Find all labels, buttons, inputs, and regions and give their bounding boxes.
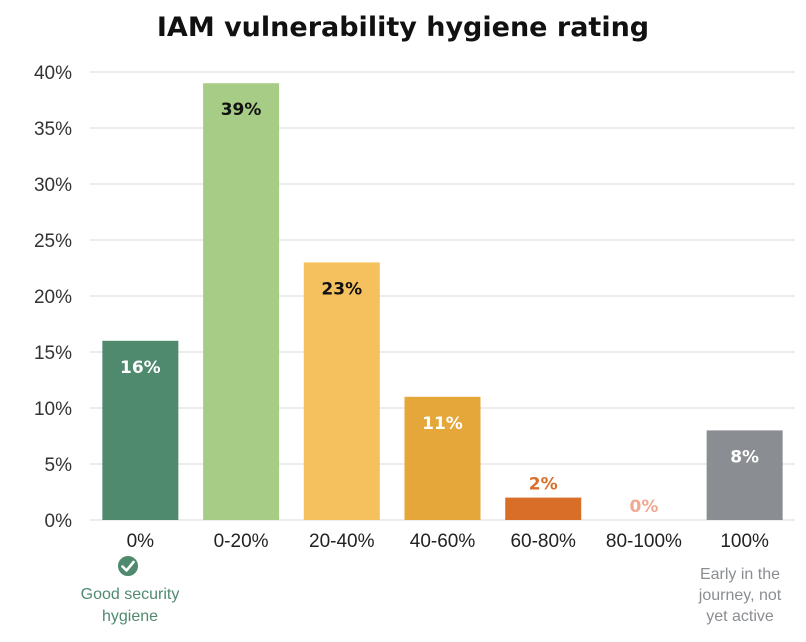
bar <box>706 430 783 520</box>
y-tick-label: 15% <box>34 343 72 364</box>
y-tick-label: 35% <box>34 119 72 140</box>
bar <box>404 396 481 520</box>
x-category-label: 100% <box>720 531 769 552</box>
y-axis-ticks: 0% 5% 10% 15% 20% 25% 30% 35% 40% <box>34 63 72 532</box>
y-tick-label: 20% <box>34 287 72 308</box>
value-label: 0% <box>629 497 658 517</box>
x-category-label: 0-20% <box>214 531 269 552</box>
x-category-label: 80-100% <box>606 531 682 552</box>
value-label: 11% <box>422 414 463 434</box>
y-tick-label: 25% <box>34 231 72 252</box>
x-category-label: 20-40% <box>309 531 375 552</box>
y-tick-label: 30% <box>34 175 72 196</box>
x-category-label: 60-80% <box>510 531 576 552</box>
y-tick-label: 10% <box>34 399 72 420</box>
value-label: 39% <box>221 100 262 120</box>
bars <box>102 83 783 520</box>
value-labels: 16% 39% 23% 11% 2% 0% 8% <box>120 100 759 517</box>
hygiene-scale: Good security hygiene Early in the journey… <box>81 554 782 625</box>
value-label: 8% <box>730 447 759 467</box>
bar <box>102 340 179 520</box>
value-label: 2% <box>529 475 558 495</box>
y-tick-label: 5% <box>45 455 73 476</box>
x-category-label: 40-60% <box>410 531 476 552</box>
checkmark-icon <box>121 560 135 572</box>
value-label: 23% <box>321 279 362 299</box>
good-hygiene-label: Good security hygiene <box>81 586 180 625</box>
check-circle-icon <box>116 554 140 578</box>
early-journey-label: Early in the journey, not yet active <box>698 566 782 625</box>
chart-title: IAM vulnerability hygiene rating <box>157 12 649 43</box>
y-tick-label: 0% <box>45 511 73 532</box>
x-axis-categories: 0% 0-20% 20-40% 40-60% 60-80% 80-100% 100% <box>127 531 769 552</box>
bar <box>505 497 582 520</box>
bar <box>203 83 280 520</box>
x-category-label: 0% <box>127 531 155 552</box>
y-tick-label: 40% <box>34 63 72 84</box>
bar <box>303 262 380 520</box>
value-label: 16% <box>120 358 161 378</box>
